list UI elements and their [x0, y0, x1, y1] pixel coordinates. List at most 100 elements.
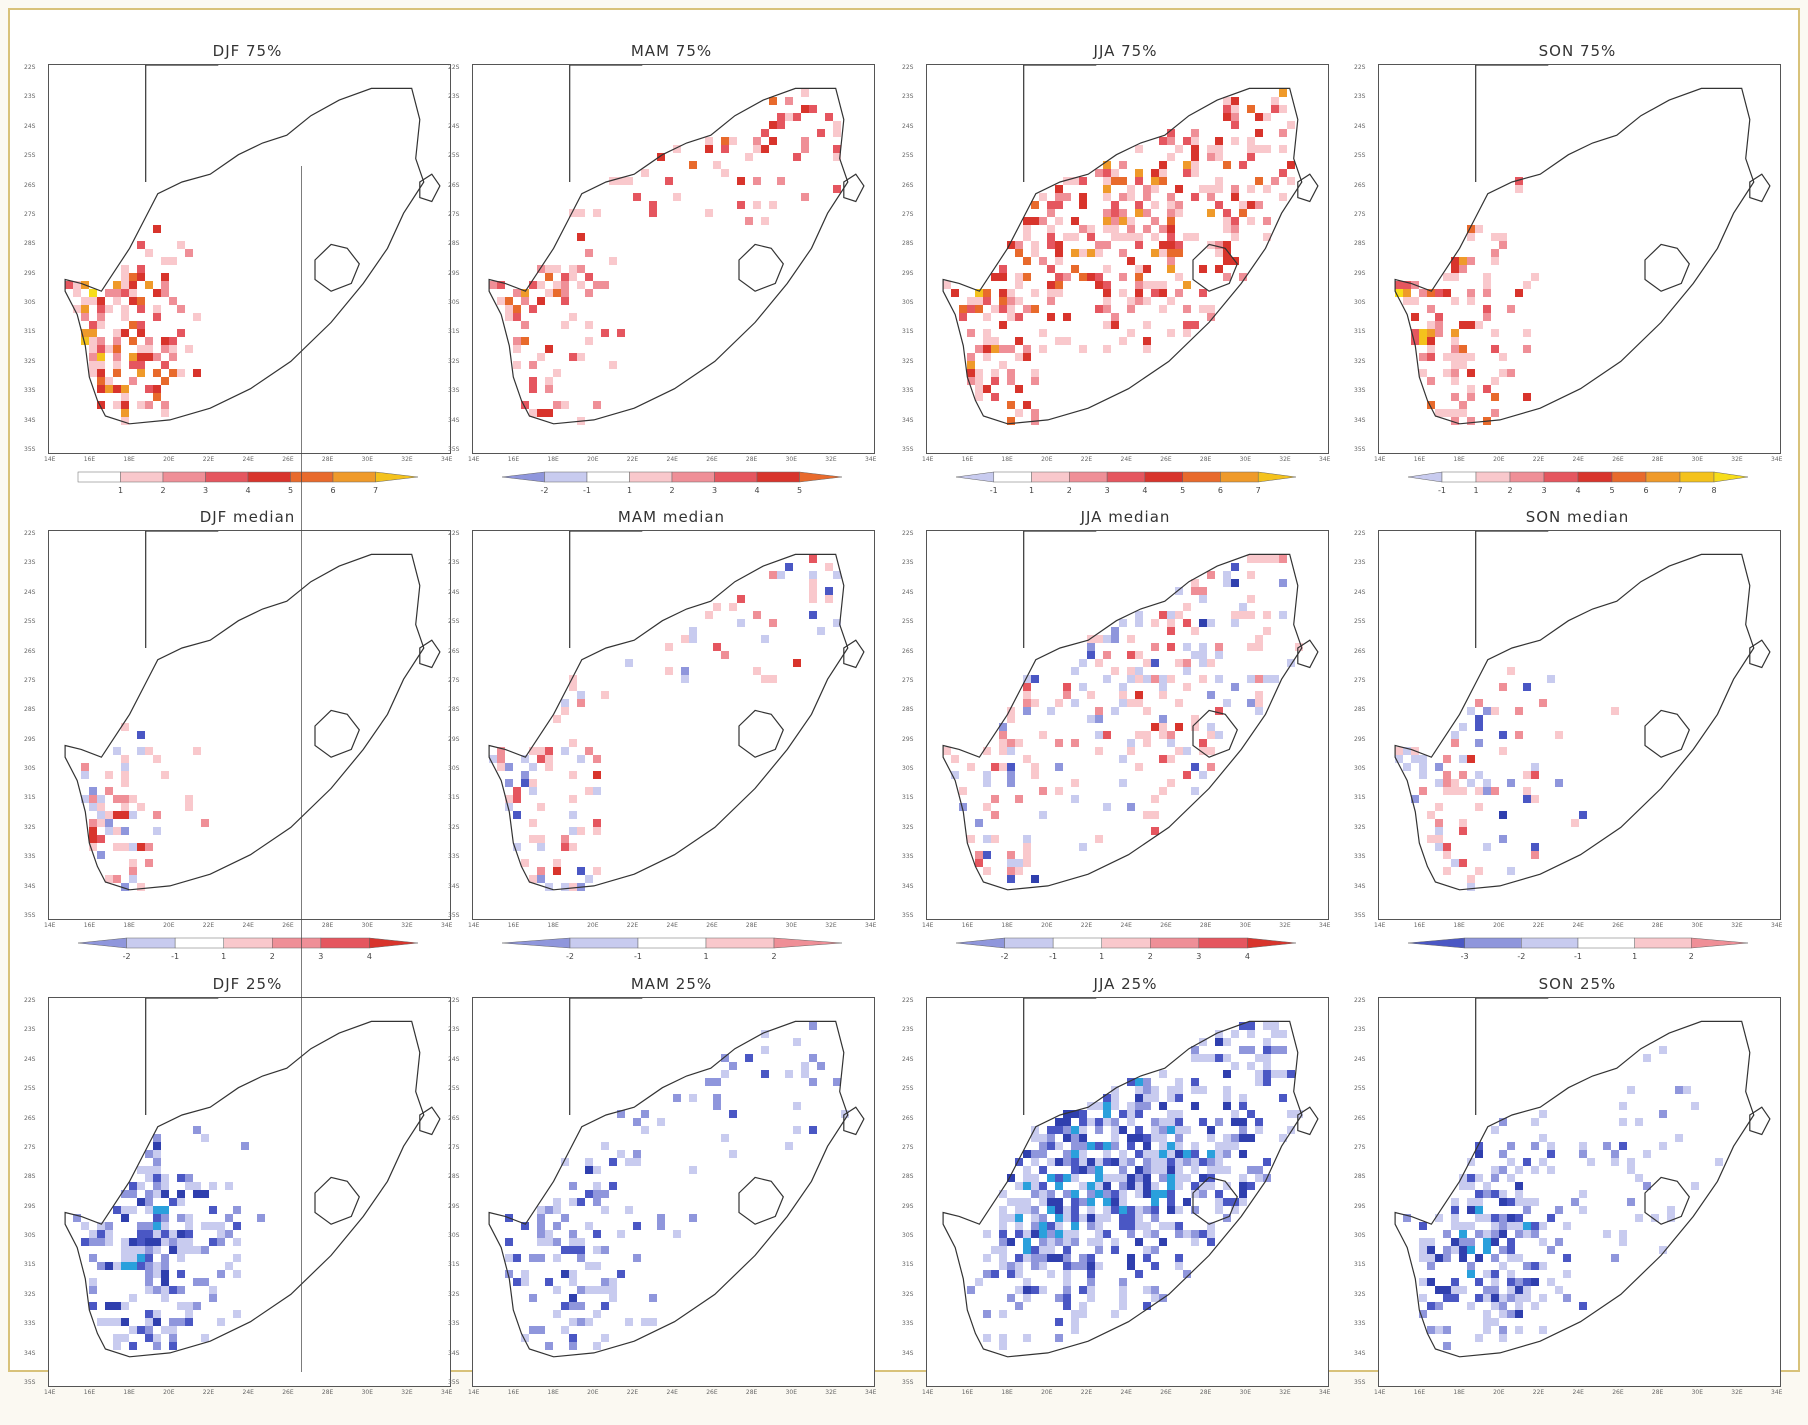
lon-tick-label: 32E	[825, 456, 837, 463]
grid-cell	[145, 747, 153, 755]
grid-cell	[1111, 177, 1119, 185]
grid-cell	[521, 289, 529, 297]
grid-cell	[1183, 619, 1191, 627]
grid-cell	[1539, 1262, 1547, 1270]
grid-cell	[1659, 1046, 1667, 1054]
colorbar-label: 2	[1688, 952, 1693, 961]
grid-cell	[833, 145, 841, 153]
grid-cell	[1499, 811, 1507, 819]
lon-tick-label: 18E	[1453, 1389, 1465, 1396]
grid-cell	[1079, 1310, 1087, 1318]
grid-cell	[1619, 1238, 1627, 1246]
grid-cell	[497, 747, 505, 755]
lon-tick-labels: 14E 16E 18E 20E 22E 24E 26E 28E 30E 32E 34E	[44, 1389, 455, 1399]
grid-cell	[1223, 1094, 1231, 1102]
colorbar-label: 1	[1029, 486, 1034, 495]
grid-cell	[1247, 137, 1255, 145]
grid-cell	[1159, 1118, 1167, 1126]
grid-cell	[1183, 643, 1191, 651]
grid-cell	[1491, 377, 1499, 385]
grid-cell	[1103, 241, 1111, 249]
grid-cell	[153, 827, 161, 835]
grid-cell	[153, 811, 161, 819]
grid-cell	[1531, 795, 1539, 803]
colorbar-swatch	[773, 937, 842, 949]
grid-cell	[609, 177, 617, 185]
grid-cell	[1419, 337, 1427, 345]
grid-cell	[809, 1126, 817, 1134]
lon-tick-label: 20E	[163, 456, 175, 463]
grid-cell	[1079, 1110, 1087, 1118]
grid-cell	[1127, 699, 1135, 707]
grid-cell	[1079, 843, 1087, 851]
grid-cell	[1015, 313, 1023, 321]
grid-cell	[1183, 305, 1191, 313]
grid-cell	[1079, 193, 1087, 201]
grid-cell	[1239, 603, 1247, 611]
grid-cell	[991, 369, 999, 377]
grid-cell	[89, 321, 97, 329]
grid-cell	[1443, 1230, 1451, 1238]
lon-tick-label: 14E	[1374, 1389, 1386, 1396]
lon-tick-label: 20E	[587, 1389, 599, 1396]
grid-cell	[145, 1254, 153, 1262]
grid-cell	[537, 1222, 545, 1230]
grid-cell	[529, 409, 537, 417]
grid-cell	[1063, 193, 1071, 201]
grid-cell	[1507, 1294, 1515, 1302]
grid-cell	[129, 1342, 137, 1350]
grid-cell	[1255, 1078, 1263, 1086]
grid-cell	[153, 369, 161, 377]
grid-cell	[1579, 811, 1587, 819]
grid-cell	[161, 337, 169, 345]
grid-cell	[1063, 337, 1071, 345]
grid-cell	[1499, 241, 1507, 249]
lat-tick-label: 34S	[1354, 882, 1366, 890]
grid-cell	[1095, 1230, 1103, 1238]
grid-cell	[1207, 659, 1215, 667]
grid-cell	[1395, 289, 1403, 297]
grid-cell	[1079, 683, 1087, 691]
grid-cell	[129, 361, 137, 369]
grid-cell	[1007, 1262, 1015, 1270]
grid-cell	[817, 129, 825, 137]
lat-tick-label: 35S	[448, 1379, 460, 1386]
grid-cell	[1031, 289, 1039, 297]
grid-cell	[81, 771, 89, 779]
colorbar-label: 5	[1609, 486, 1614, 495]
grid-cell	[1103, 1214, 1111, 1222]
lon-tick-labels: 14E 16E 18E 20E 22E 24E 26E 28E 30E 32E 34E	[922, 922, 1333, 932]
grid-cell	[1031, 763, 1039, 771]
grid-cell	[1515, 1222, 1523, 1230]
lat-tick-label: 32S	[448, 823, 460, 831]
lat-tick-label: 26S	[902, 647, 914, 655]
grid-cell	[1475, 1334, 1483, 1342]
grid-cell	[1143, 1182, 1151, 1190]
lat-tick-label: 29S	[448, 269, 460, 277]
grid-cell	[145, 337, 153, 345]
lat-tick-label: 24S	[902, 122, 914, 130]
grid-cell	[1047, 1270, 1055, 1278]
grid-cell	[1191, 1238, 1199, 1246]
grid-cell	[1023, 273, 1031, 281]
grid-cell	[193, 1278, 201, 1286]
grid-cell	[1627, 1086, 1635, 1094]
grid-cell	[1063, 177, 1071, 185]
grid-cell	[537, 265, 545, 273]
lon-tick-labels: 14E 16E 18E 20E 22E 24E 26E 28E 30E 32E 34E	[44, 456, 455, 466]
grid-cell	[1103, 803, 1111, 811]
grid-cell	[1023, 707, 1031, 715]
grid-cell	[97, 305, 105, 313]
grid-cell	[1119, 1174, 1127, 1182]
lon-tick-label: 16E	[507, 1389, 520, 1396]
grid-cell	[1015, 273, 1023, 281]
grid-cell	[89, 361, 97, 369]
lat-tick-label: 32S	[448, 1290, 460, 1298]
grid-cell	[1507, 1310, 1515, 1318]
grid-cell	[577, 281, 585, 289]
grid-cell	[1459, 257, 1467, 265]
grid-cell	[137, 241, 145, 249]
grid-cell	[1215, 643, 1223, 651]
map-panel: JJA 75% 22S 23S 24S 25S 26S 27S 28S 29S 30S 31S 32S…	[902, 42, 1335, 495]
grid-cell	[97, 803, 105, 811]
